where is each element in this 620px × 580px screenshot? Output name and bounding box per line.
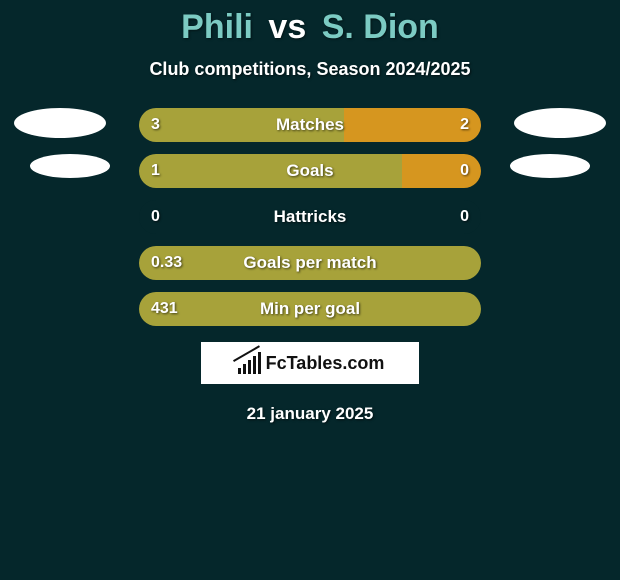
stat-row: 0.33Goals per match: [0, 246, 620, 280]
stat-row: 32Matches: [0, 108, 620, 142]
stat-row: 10Goals: [0, 154, 620, 188]
player1-name: Phili: [181, 8, 253, 46]
bar-track: [139, 200, 481, 234]
brand-box: FcTables.com: [201, 342, 419, 384]
value-left: 1: [151, 154, 160, 188]
bar-track: [139, 108, 481, 142]
date-text: 21 january 2025: [0, 404, 620, 424]
bar-left: [139, 292, 481, 326]
value-left: 3: [151, 108, 160, 142]
comparison-infographic: Phili vs S. Dion Club competitions, Seas…: [0, 0, 620, 580]
bar-track: [139, 246, 481, 280]
value-left: 0.33: [151, 246, 182, 280]
player2-name: S. Dion: [322, 8, 439, 46]
stats-container: 32Matches10Goals00Hattricks0.33Goals per…: [0, 108, 620, 326]
player1-marker: [30, 154, 110, 178]
value-right: 0: [460, 154, 469, 188]
stat-row: 00Hattricks: [0, 200, 620, 234]
bar-left: [139, 246, 481, 280]
value-left: 0: [151, 200, 160, 234]
stat-row: 431Min per goal: [0, 292, 620, 326]
vs-text: vs: [268, 8, 306, 46]
brand-text: FcTables.com: [266, 353, 385, 374]
value-right: 0: [460, 200, 469, 234]
bar-left: [139, 108, 344, 142]
bar-left: [139, 154, 402, 188]
chart-icon: [236, 352, 262, 374]
page-title: Phili vs S. Dion: [0, 8, 620, 47]
player1-marker: [14, 108, 106, 138]
bar-track: [139, 292, 481, 326]
value-right: 2: [460, 108, 469, 142]
player2-marker: [514, 108, 606, 138]
subtitle: Club competitions, Season 2024/2025: [0, 59, 620, 80]
bar-track: [139, 154, 481, 188]
bar-right: [402, 154, 481, 188]
value-left: 431: [151, 292, 178, 326]
player2-marker: [510, 154, 590, 178]
